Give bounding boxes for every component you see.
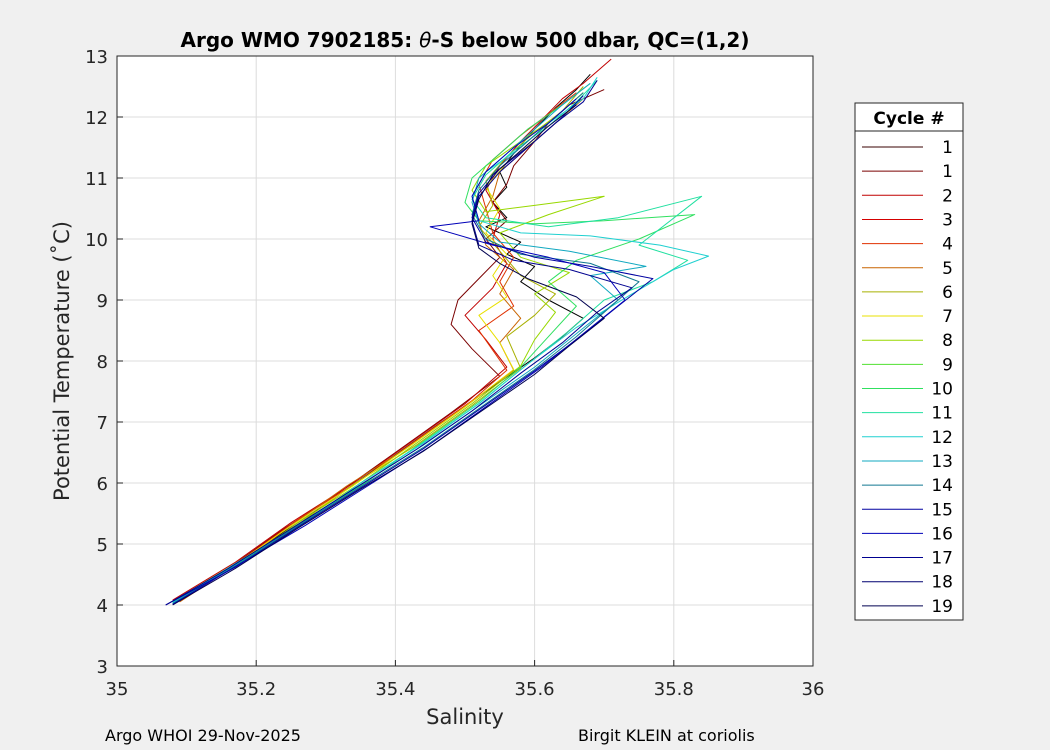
legend-label: 2	[942, 186, 953, 206]
y-tick-label: 6	[97, 474, 108, 495]
y-tick-label: 7	[97, 413, 108, 434]
y-tick-label: 3	[97, 657, 108, 678]
x-tick-label: 35.8	[654, 679, 694, 700]
legend-label: 3	[942, 210, 953, 230]
footer-left: Argo WHOI 29-Nov-2025	[105, 726, 301, 745]
x-axis-label: Salinity	[426, 705, 504, 729]
y-tick-label: 10	[85, 230, 108, 251]
x-tick-label: 35.4	[375, 679, 415, 700]
chart-title: Argo WMO 7902185: θ-S below 500 dbar, QC…	[181, 28, 750, 52]
legend-title: Cycle #	[873, 109, 944, 129]
legend-label: 12	[931, 428, 953, 448]
legend-label: 7	[942, 307, 953, 327]
x-tick-label: 36	[802, 679, 825, 700]
legend-label: 15	[931, 500, 953, 520]
y-tick-label: 4	[97, 596, 108, 617]
legend-label: 8	[942, 331, 953, 351]
legend-label: 4	[942, 235, 953, 255]
series-line-3	[172, 58, 612, 601]
legend-label: 5	[942, 259, 953, 279]
legend-label: 6	[942, 283, 953, 303]
series-line-16	[165, 80, 633, 606]
legend-label: 1	[942, 138, 953, 158]
y-tick-label: 8	[97, 352, 108, 373]
series-line-15	[172, 98, 626, 605]
x-tick-label: 35	[106, 679, 129, 700]
x-tick-labels: 35 35.2 35.4 35.6 35.8 36	[106, 679, 825, 700]
legend-label: 14	[931, 476, 953, 496]
y-axis-label: Potential Temperature (˚C)	[50, 221, 74, 501]
y-tick-label: 12	[85, 108, 108, 129]
legend-label: 18	[931, 573, 953, 593]
series-layer	[165, 58, 710, 606]
y-tick-label: 13	[85, 47, 108, 68]
legend-label: 1	[942, 162, 953, 182]
x-tick-label: 35.2	[236, 679, 276, 700]
y-tick-label: 9	[97, 291, 108, 312]
legend-label: 16	[931, 524, 953, 544]
series-line-17	[172, 104, 605, 606]
footer-right: Birgit KLEIN at coriolis	[578, 726, 755, 745]
legend-label: 11	[931, 404, 953, 424]
y-tick-labels: 3 4 5 6 7 8 9 10 11 12 13	[85, 47, 108, 678]
legend-label: 9	[942, 355, 953, 375]
series-line-7	[172, 110, 570, 604]
legend-label: 10	[931, 380, 953, 400]
legend-label: 19	[931, 597, 953, 617]
legend-label: 13	[931, 452, 953, 472]
x-tick-label: 35.6	[515, 679, 555, 700]
series-line-11	[172, 77, 710, 604]
y-tick-label: 5	[97, 535, 108, 556]
legend-label: 17	[931, 549, 953, 569]
plot-frame	[116, 55, 814, 667]
y-tick-label: 11	[85, 169, 108, 190]
series-line-13	[172, 92, 640, 605]
